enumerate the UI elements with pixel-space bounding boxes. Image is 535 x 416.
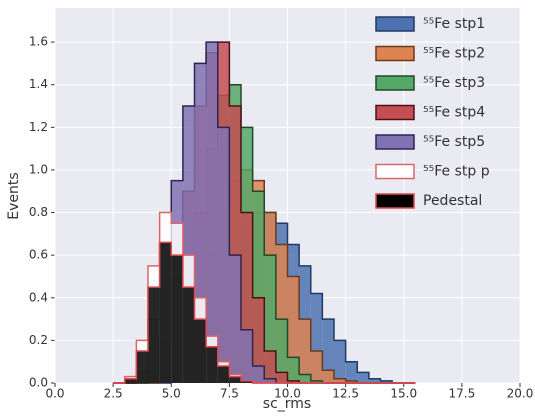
legend-label: ⁵⁵Fe stp2 [423,46,485,62]
histogram-bar [182,106,195,384]
x-tick-label: 12.5 [332,387,359,401]
histogram-bar [159,242,172,383]
y-tick-label: 1.6 [29,35,48,49]
histogram-bar [322,319,334,383]
histogram-bar [124,378,137,383]
histogram-bar [229,255,241,383]
histogram-bar [345,361,358,383]
legend-swatch [375,104,415,121]
histogram-bar [310,351,323,383]
x-tick-label: 2.5 [104,387,123,401]
histogram-bar [275,319,288,383]
y-tick-label: 0.2 [29,333,48,347]
histogram-bar [322,370,334,383]
histogram-bar [345,380,358,383]
y-tick-label: 0.0 [29,376,48,390]
histogram-bar [264,255,276,383]
histogram-bar [287,357,300,383]
y-axis-label: Events [6,172,22,219]
histogram-bar [229,376,241,383]
histogram-bar [194,319,207,383]
histogram-bar [368,378,381,383]
y-tick-label: 0.6 [29,248,48,262]
y-tick-label: 1.0 [29,162,48,176]
y-tick-label: 0.8 [29,205,48,219]
histogram-bar [264,351,276,383]
legend-label: Pedestal [423,193,482,209]
y-tick-label: 1.2 [29,120,48,134]
x-tick-label: 7.5 [220,387,239,401]
histogram-bar [148,287,160,383]
histogram-bar [357,372,369,383]
histogram-bar [299,319,311,383]
histogram-bar [136,351,148,383]
histogram-bar [299,374,311,383]
histogram-bar [252,365,265,383]
histogram-bar [194,63,207,383]
histogram-bar [241,380,253,383]
legend-swatch [375,16,415,32]
x-tick-label: 17.5 [449,387,476,401]
histogram-outline [113,241,416,384]
legend-swatch [375,75,415,91]
histogram-bar [334,340,346,383]
legend-label: ⁵⁵Fe stp p [423,164,490,180]
legend-label: ⁵⁵Fe stp5 [423,134,485,150]
histogram-bar [264,378,276,383]
histogram-bar [241,329,253,383]
histogram-bar [171,255,183,383]
histogram-bar [275,372,288,383]
histogram-bar [380,380,393,383]
legend-swatch [375,163,415,180]
y-tick-label: 1.4 [29,77,48,91]
histogram-bar [287,276,300,383]
histogram-bar [206,42,218,383]
histogram-bar [182,287,195,383]
x-tick-label: 15.0 [390,387,417,401]
legend-swatch [375,45,415,62]
legend-label: ⁵⁵Fe stp1 [423,16,485,32]
histogram-bar [252,191,265,383]
legend-swatch [375,193,415,209]
legend-swatch [375,134,415,150]
histogram-bar [241,212,253,383]
histogram-bar [229,106,241,384]
x-tick-label: 5.0 [162,387,181,401]
histogram-bar [287,380,300,383]
histogram-bar [217,365,230,383]
histogram-bar [206,346,218,383]
x-tick-label: 0.0 [45,387,64,401]
x-tick-label: 20.0 [507,387,534,401]
legend-label: ⁵⁵Fe stp4 [423,105,485,121]
histogram-bar [252,297,265,383]
y-tick-label: 0.4 [29,290,48,304]
x-tick-label: 10.0 [274,387,301,401]
histogram-bar [217,127,230,384]
x-axis-label: sc_rms [263,396,311,412]
histogram-bar [310,380,323,383]
histogram-bar [334,378,346,383]
legend-label: ⁵⁵Fe stp3 [423,75,485,91]
histogram-bar [275,244,288,383]
histogram-bar [310,293,323,383]
